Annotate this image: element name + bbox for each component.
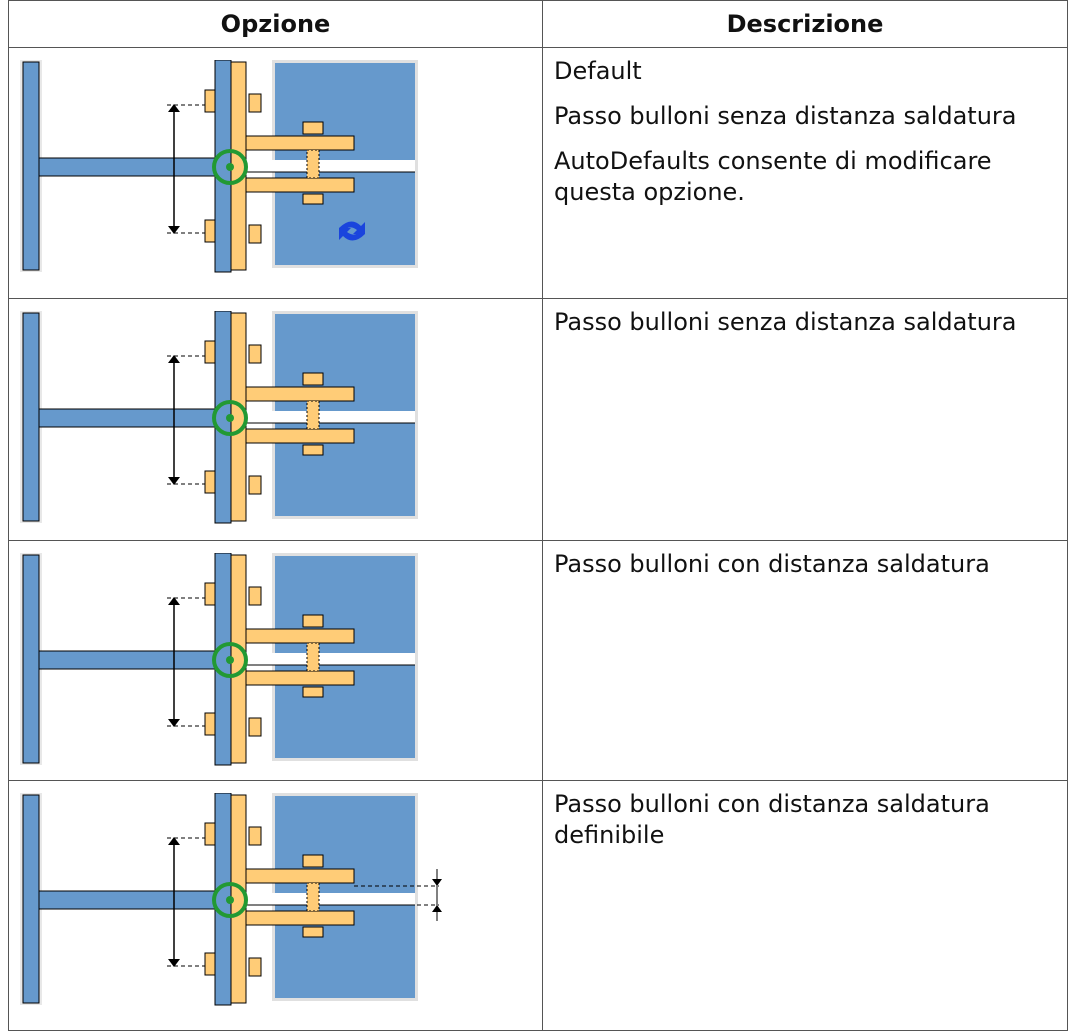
text: Passo bulloni con distanza saldatura def… [554, 790, 990, 849]
joint-drawing [19, 60, 419, 274]
row: Default Passo bulloni senza distanza sal… [8, 47, 1068, 299]
illustration [19, 553, 419, 767]
autodefaults-icon [339, 221, 365, 241]
illustration [19, 311, 419, 525]
description-cell: Passo bulloni con distanza saldatura [542, 540, 1068, 781]
row: Passo bulloni con distanza saldatura [8, 540, 1068, 781]
text: AutoDefaults consente di modificare ques… [554, 147, 992, 206]
option-cell [8, 780, 543, 1031]
description-cell: Passo bulloni senza distanza saldatura [542, 298, 1068, 541]
description-cell: Passo bulloni con distanza saldatura def… [542, 780, 1068, 1031]
joint-drawing [19, 793, 419, 1007]
option-cell [8, 47, 543, 299]
text: Default [554, 57, 642, 85]
description-cell: Default Passo bulloni senza distanza sal… [542, 47, 1068, 299]
header-row: Opzione Descrizione [8, 0, 1068, 48]
illustration [19, 60, 419, 274]
row: Passo bulloni con distanza saldatura def… [8, 780, 1068, 1031]
header-cell: Opzione [8, 0, 543, 48]
text: Passo bulloni senza distanza saldatura [554, 102, 1017, 130]
option-cell [8, 540, 543, 781]
text: Passo bulloni con distanza saldatura [554, 550, 990, 578]
arrows [432, 879, 442, 912]
option-cell [8, 298, 543, 541]
illustration [19, 793, 442, 1007]
joint-drawing [19, 311, 419, 525]
header-cell: Descrizione [542, 0, 1068, 48]
joint-drawing [19, 553, 419, 767]
text: Passo bulloni senza distanza saldatura [554, 308, 1017, 336]
row: Passo bulloni senza distanza saldatura [8, 298, 1068, 541]
options-table: Opzione Descrizione Default Passo bullon… [8, 0, 1068, 1031]
